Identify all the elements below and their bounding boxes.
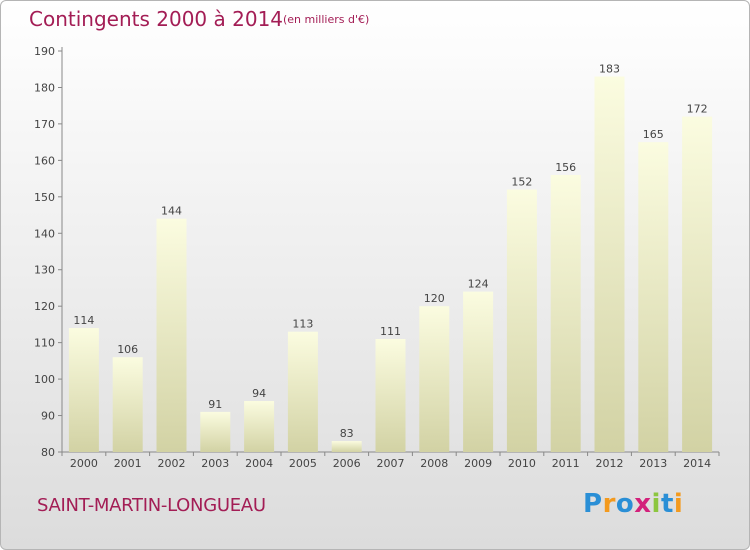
y-tick-label: 130 bbox=[34, 264, 55, 277]
bar-2006 bbox=[331, 441, 362, 452]
bar-2010 bbox=[506, 189, 537, 452]
bar-2007 bbox=[375, 338, 406, 452]
chart-subtitle: (en milliers d'€) bbox=[283, 13, 370, 26]
value-label-2014: 172 bbox=[687, 103, 708, 116]
value-label-2013: 165 bbox=[643, 128, 664, 141]
y-tick-label: 100 bbox=[34, 373, 55, 386]
y-tick-label: 110 bbox=[34, 337, 55, 350]
bar-2000 bbox=[68, 328, 99, 452]
value-label-2010: 152 bbox=[511, 176, 532, 189]
x-tick-label: 2012 bbox=[596, 457, 624, 470]
bar-2004 bbox=[244, 400, 275, 452]
value-label-2007: 111 bbox=[380, 325, 401, 338]
value-label-2008: 120 bbox=[424, 292, 445, 305]
value-label-2009: 124 bbox=[468, 278, 489, 291]
x-tick-label: 2002 bbox=[158, 457, 186, 470]
bar-2012 bbox=[594, 76, 625, 452]
value-label-2002: 144 bbox=[161, 205, 182, 218]
x-tick-label: 2006 bbox=[333, 457, 361, 470]
x-tick-label: 2001 bbox=[114, 457, 142, 470]
bar-2014 bbox=[682, 116, 713, 453]
y-tick-label: 90 bbox=[41, 410, 55, 423]
bar-2005 bbox=[287, 331, 318, 452]
value-label-2006: 83 bbox=[340, 427, 354, 440]
bar-2003 bbox=[200, 411, 231, 452]
proxiti-logo: Proxiti bbox=[583, 489, 684, 519]
y-tick-label: 80 bbox=[41, 446, 55, 459]
bar-2011 bbox=[550, 174, 581, 453]
x-tick-label: 2007 bbox=[377, 457, 405, 470]
bar-2001 bbox=[112, 357, 143, 452]
value-label-2004: 94 bbox=[252, 387, 266, 400]
y-tick-label: 170 bbox=[34, 118, 55, 131]
x-tick-label: 2000 bbox=[70, 457, 98, 470]
y-tick-label: 150 bbox=[34, 191, 55, 204]
value-label-2001: 106 bbox=[117, 343, 138, 356]
bar-2013 bbox=[638, 142, 669, 453]
commune-name: SAINT-MARTIN-LONGUEAU bbox=[37, 495, 266, 516]
x-tick-label: 2005 bbox=[289, 457, 317, 470]
value-label-2011: 156 bbox=[555, 161, 576, 174]
bar-2009 bbox=[463, 291, 494, 452]
chart-title: Contingents 2000 à 2014 bbox=[29, 7, 284, 31]
y-tick-label: 180 bbox=[34, 81, 55, 94]
bar-2008 bbox=[419, 306, 450, 452]
x-tick-label: 2011 bbox=[552, 457, 580, 470]
y-tick-label: 190 bbox=[34, 45, 55, 58]
bar-2002 bbox=[156, 218, 187, 452]
y-tick-label: 140 bbox=[34, 227, 55, 240]
value-label-2005: 113 bbox=[292, 318, 313, 331]
x-tick-label: 2009 bbox=[464, 457, 492, 470]
x-tick-label: 2014 bbox=[683, 457, 711, 470]
value-label-2012: 183 bbox=[599, 63, 620, 76]
y-tick-label: 160 bbox=[34, 154, 55, 167]
x-tick-label: 2003 bbox=[201, 457, 229, 470]
y-tick-label: 120 bbox=[34, 300, 55, 313]
value-label-2000: 114 bbox=[73, 314, 94, 327]
x-tick-label: 2013 bbox=[639, 457, 667, 470]
x-tick-label: 2010 bbox=[508, 457, 536, 470]
value-label-2003: 91 bbox=[208, 398, 222, 411]
x-tick-label: 2004 bbox=[245, 457, 273, 470]
x-tick-label: 2008 bbox=[420, 457, 448, 470]
